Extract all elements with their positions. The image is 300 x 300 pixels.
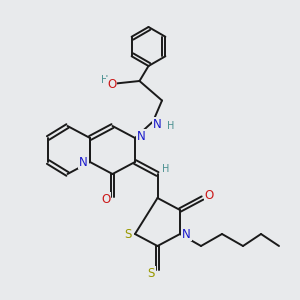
Text: N: N: [182, 227, 191, 241]
Text: H: H: [101, 75, 108, 85]
Text: H: H: [162, 164, 169, 174]
Text: N: N: [153, 118, 162, 131]
Text: O: O: [101, 193, 110, 206]
Text: H: H: [167, 121, 175, 131]
Text: O: O: [205, 189, 214, 202]
Text: N: N: [79, 155, 88, 169]
Text: O: O: [107, 77, 116, 91]
Text: N: N: [137, 130, 146, 143]
Text: S: S: [124, 227, 131, 241]
Text: S: S: [147, 267, 155, 280]
